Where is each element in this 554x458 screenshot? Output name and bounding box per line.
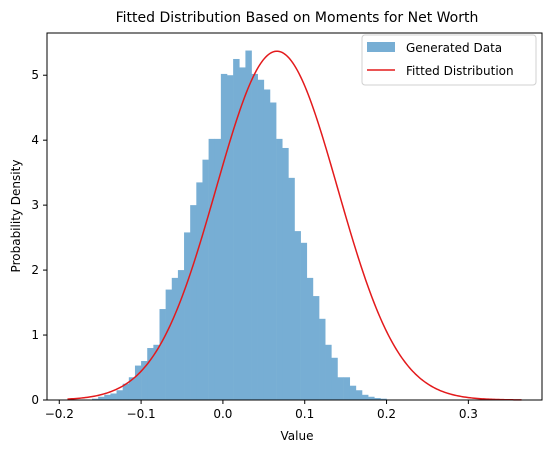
histogram-bar [135,366,141,400]
histogram-bar [301,243,307,400]
x-axis-ticks: −0.2 −0.1 0.0 0.1 0.2 0.3 [45,400,478,421]
histogram-bar [270,103,276,400]
histogram-bar [245,51,251,400]
histogram-bar [184,232,190,400]
histogram-bar [178,270,184,400]
histogram-bar [172,278,178,400]
histogram-bar [331,358,337,400]
histogram-bar [282,148,288,400]
histogram-bar [160,309,166,400]
y-tick-label: 3 [31,198,39,212]
histogram-bar [295,231,301,400]
histogram-bar [325,345,331,400]
y-axis-label: Probability Density [9,160,23,273]
histogram-bar [196,182,202,400]
y-tick-label: 4 [31,133,39,147]
histogram-bar [227,75,233,400]
histogram-bar [350,386,356,400]
histogram-bar [307,278,313,400]
histogram-bar [288,178,294,400]
y-tick-label: 1 [31,328,39,342]
histogram-bar [362,395,368,400]
y-tick-label: 0 [31,393,39,407]
histogram-bar [239,67,245,400]
x-tick-label: 0.0 [213,407,232,421]
y-tick-label: 5 [31,68,39,82]
histogram-bar [356,390,362,400]
histogram-bar [344,377,350,400]
legend-label-generated-data: Generated Data [406,41,502,55]
histogram-bar [190,205,196,400]
histogram-bar [117,390,123,400]
histogram-bar [337,377,343,400]
histogram-bar [221,74,227,400]
x-tick-label: −0.2 [45,407,74,421]
histogram-bar [110,394,116,400]
legend: Generated Data Fitted Distribution [362,35,536,85]
x-axis-label: Value [281,429,314,443]
histogram-bar [202,160,208,400]
x-tick-label: −0.1 [127,407,156,421]
histogram-bar [104,395,110,400]
histogram-bar [276,139,282,400]
histogram-bars [92,51,387,400]
histogram-bar [264,90,270,400]
legend-swatch-generated-data [367,42,395,52]
histogram-bar [252,74,258,400]
y-tick-label: 2 [31,263,39,277]
legend-label-fitted-distribution: Fitted Distribution [406,64,514,78]
chart-title: Fitted Distribution Based on Moments for… [116,10,479,26]
histogram-bar [319,319,325,400]
x-tick-label: 0.1 [295,407,314,421]
y-axis-ticks: 0 1 2 3 4 5 [31,68,47,407]
histogram-bar [209,139,215,400]
histogram-bar [313,296,319,400]
histogram-bar [258,80,264,400]
x-tick-label: 0.3 [459,407,478,421]
histogram-bar [215,139,221,400]
histogram-bar [166,290,172,400]
x-tick-label: 0.2 [377,407,396,421]
histogram-bar [233,59,239,400]
